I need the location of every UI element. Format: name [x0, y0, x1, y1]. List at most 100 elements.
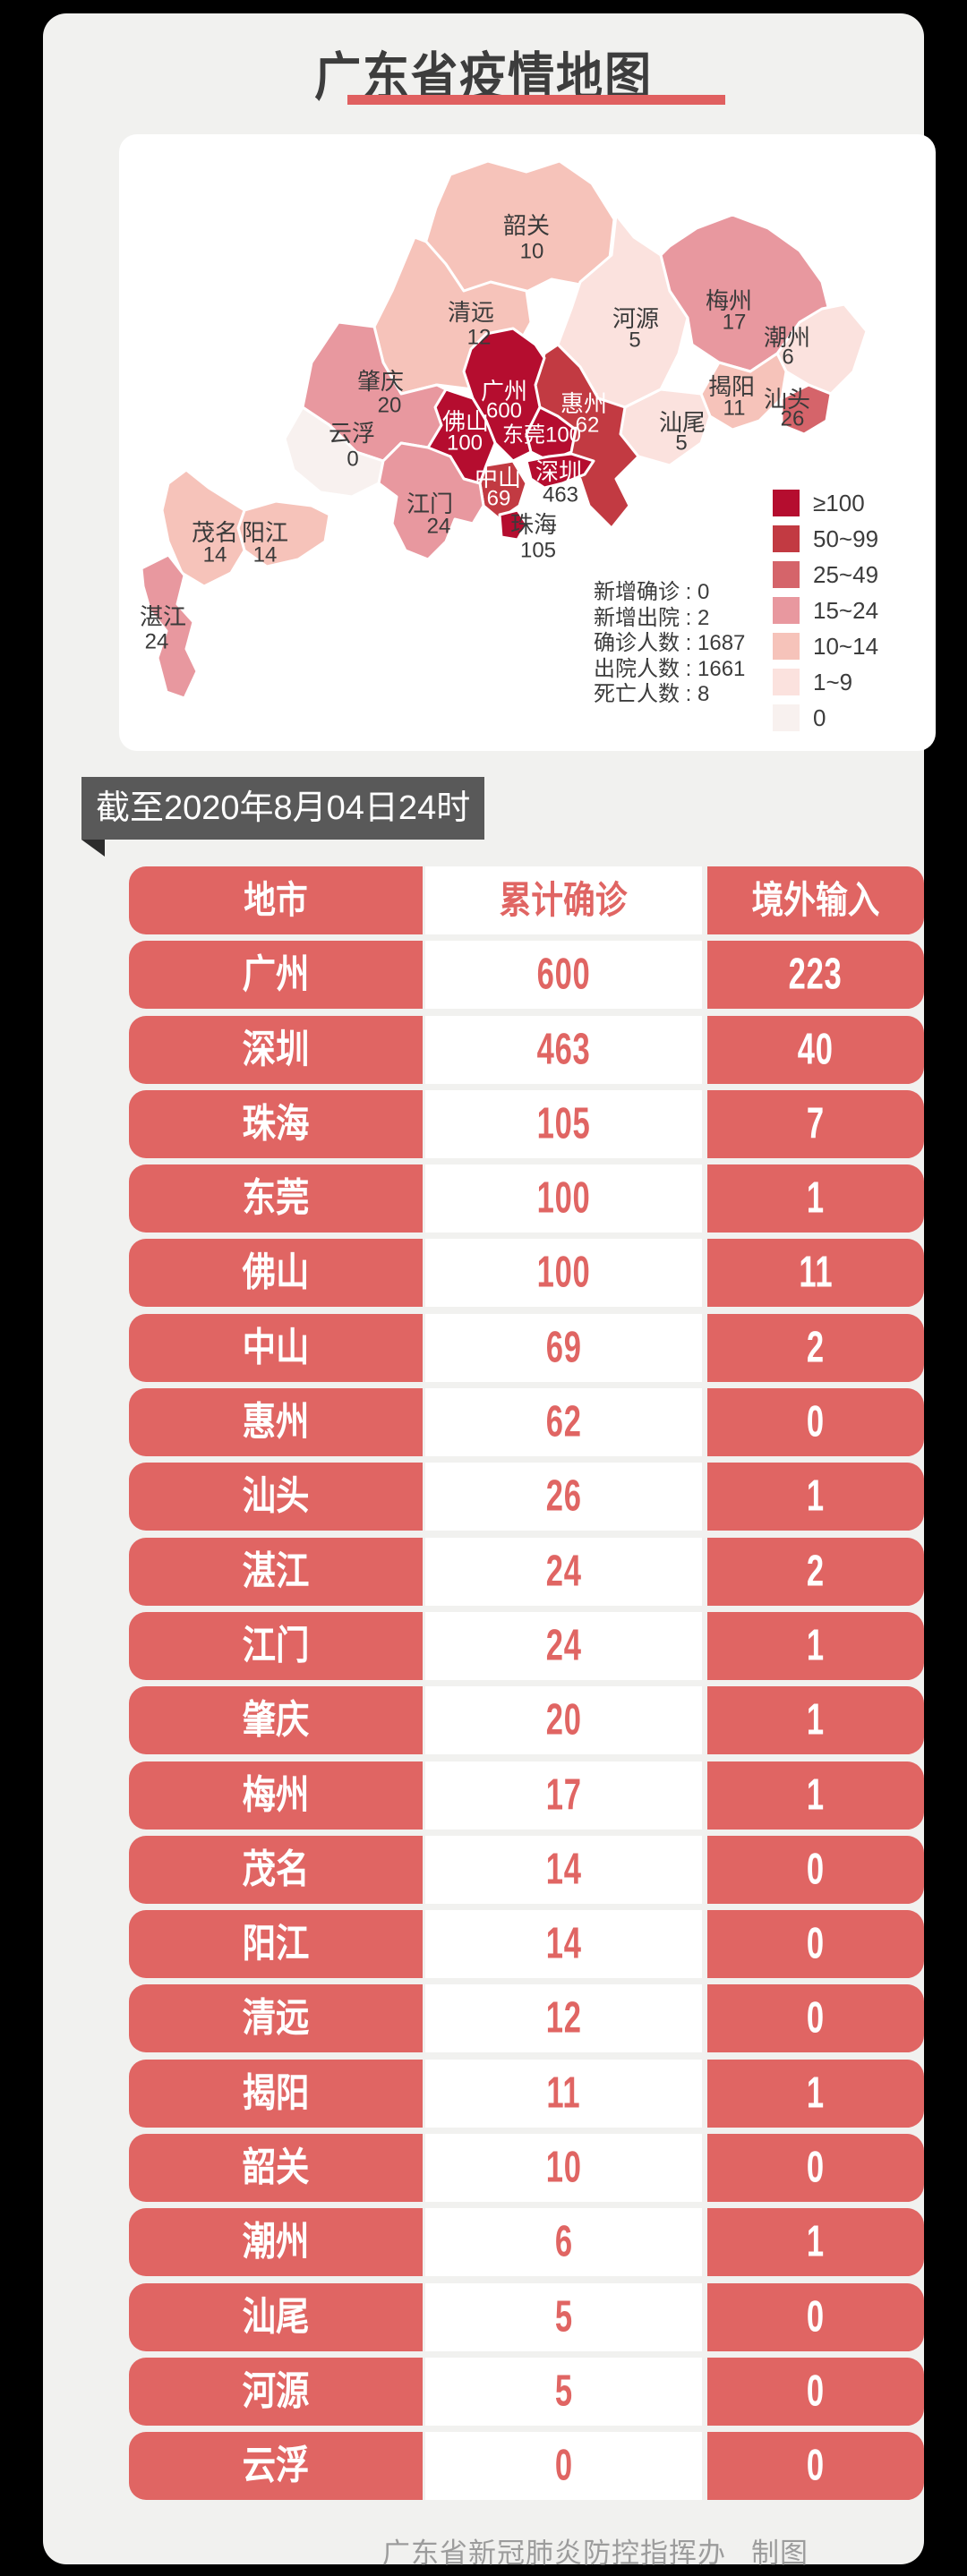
legend-swatch: [773, 704, 800, 731]
cell-text: 1: [807, 2217, 825, 2266]
map-region: [498, 508, 528, 542]
data-cell: 24: [425, 1611, 702, 1680]
legend-item: 10~14: [773, 633, 878, 660]
data-cell: 河源: [129, 2357, 423, 2426]
table-row: 惠州 62 0: [129, 1388, 924, 1457]
data-cell: 惠州: [129, 1388, 423, 1457]
cell-text: 0: [807, 1397, 825, 1446]
stat-line: 新增确诊 : 0: [594, 580, 710, 604]
map-region: [525, 452, 595, 490]
cell-text: 100: [536, 1173, 591, 1223]
data-cell: 40: [707, 1015, 924, 1084]
cell-text: 2: [807, 1547, 825, 1596]
cell-text: 揭阳: [242, 2070, 310, 2115]
stat-line: 新增出院 : 2: [594, 605, 710, 630]
data-cell: 24: [425, 1537, 702, 1606]
data-cell: 韶关: [129, 2134, 423, 2203]
data-cell: 0: [707, 1835, 924, 1904]
cell-text: 境外输入: [751, 879, 880, 921]
map-region-label: 云浮: [329, 420, 375, 447]
map-region-label: 阳江: [242, 519, 288, 546]
cell-text: 5: [554, 2367, 573, 2416]
cell-text: 梅州: [242, 1772, 310, 1817]
data-cell: 汕头: [129, 1463, 423, 1531]
cell-text: 1: [807, 1621, 825, 1670]
map-region-label: 10: [520, 240, 544, 264]
table-header-row: 地市 累计确诊 境外输入: [129, 866, 924, 934]
data-cell: 20: [425, 1686, 702, 1755]
map-region-label: 梅州: [706, 287, 752, 314]
header-cell: 地市: [129, 866, 423, 934]
cell-text: 河源: [242, 2368, 310, 2413]
map-region-label: 5: [629, 328, 640, 353]
cell-text: 惠州: [242, 1400, 310, 1445]
data-cell: 珠海: [129, 1089, 423, 1158]
table-row: 阳江 14 0: [129, 1910, 924, 1979]
data-cell: 茂名: [129, 1835, 423, 1904]
data-cell: 梅州: [129, 1761, 423, 1830]
data-cell: 0: [707, 2357, 924, 2426]
cell-text: 广州: [242, 952, 310, 997]
map-region-label: 茂名: [192, 519, 238, 546]
header-cell: 境外输入: [707, 866, 924, 934]
data-cell: 江门: [129, 1611, 423, 1680]
cell-text: 10: [545, 2143, 582, 2192]
header-cell: 累计确诊: [425, 866, 702, 934]
cell-text: 0: [807, 1845, 825, 1894]
cell-text: 1: [807, 1770, 825, 1820]
map-region-label: 14: [253, 543, 278, 567]
cell-text: 茂名: [242, 1847, 310, 1891]
cell-text: 阳江: [242, 1922, 310, 1966]
map-region-label: 24: [145, 630, 169, 654]
cell-text: 汕尾: [242, 2294, 310, 2339]
legend-swatch: [773, 525, 800, 552]
cell-text: 12: [545, 1993, 582, 2043]
data-cell: 清远: [129, 1984, 423, 2053]
data-cell: 11: [707, 1239, 924, 1308]
cell-text: 11: [546, 2068, 581, 2118]
data-cell: 广州: [129, 941, 423, 1010]
cell-text: 珠海: [242, 1101, 310, 1146]
footer-credit: 广东省新冠肺炎防控指挥办 制图: [382, 2530, 809, 2571]
map-region-label: 湛江: [140, 603, 186, 630]
legend-swatch: [773, 633, 800, 660]
cell-text: 600: [536, 950, 591, 999]
data-cell: 0: [425, 2432, 702, 2501]
map-region: [140, 553, 199, 700]
legend-item: ≥100: [773, 490, 878, 516]
data-cell: 105: [425, 1089, 702, 1158]
map-region-label: 中山: [475, 465, 521, 491]
map-region-label: 100: [447, 431, 483, 456]
data-cell: 0: [707, 1910, 924, 1979]
map-region-label: 广州: [481, 378, 527, 405]
table-row: 深圳 463 40: [129, 1015, 924, 1084]
cell-text: 62: [545, 1397, 582, 1446]
legend-swatch: [773, 490, 800, 516]
legend-swatch: [773, 669, 800, 695]
legend-item: 1~9: [773, 669, 878, 695]
cell-text: 湛江: [242, 1548, 310, 1593]
map-region: [160, 468, 246, 588]
cell-text: 26: [545, 1471, 582, 1521]
map-region-label: 5: [675, 431, 687, 456]
data-cell: 100: [425, 1239, 702, 1308]
map-region-label: 17: [723, 311, 747, 335]
data-cell: 0: [707, 1388, 924, 1457]
data-cell: 14: [425, 1835, 702, 1904]
cell-text: 463: [536, 1025, 591, 1074]
cell-text: 0: [807, 1919, 825, 1968]
data-cell: 600: [425, 941, 702, 1010]
table-row: 中山 69 2: [129, 1313, 924, 1382]
stat-line: 确诊人数 : 1687: [594, 631, 746, 655]
data-cell: 6: [425, 2208, 702, 2277]
data-cell: 湛江: [129, 1537, 423, 1606]
map-region-label: 汕头: [764, 386, 810, 413]
cell-text: 223: [789, 950, 843, 999]
cell-text: 1: [807, 1471, 825, 1521]
table-row: 云浮 0 0: [129, 2432, 924, 2501]
data-cell: 阳江: [129, 1910, 423, 1979]
map-region-label: 河源: [612, 305, 659, 332]
table-row: 肇庆 20 1: [129, 1686, 924, 1755]
map-region-label: 佛山: [442, 408, 489, 435]
